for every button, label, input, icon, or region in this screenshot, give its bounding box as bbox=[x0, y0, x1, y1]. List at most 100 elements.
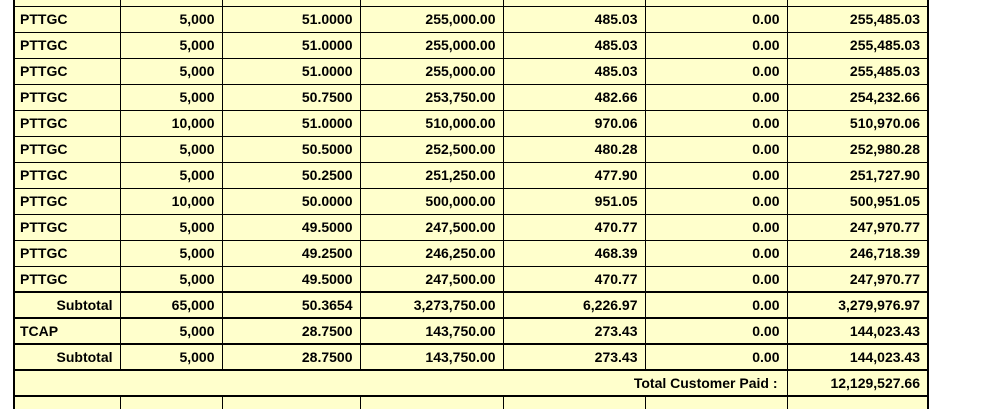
cell-quantity: 5,000 bbox=[119, 343, 223, 371]
cell-symbol: PTTGC bbox=[13, 161, 121, 189]
cell-tax: 0.00 bbox=[644, 83, 788, 111]
cell-tax: 0.00 bbox=[644, 317, 788, 345]
cell-symbol: PTTGC bbox=[13, 109, 121, 137]
cell-tax: 0.00 bbox=[644, 291, 788, 319]
cell-quantity: 10,000 bbox=[119, 109, 223, 137]
cell-tax: 0.00 bbox=[644, 265, 788, 293]
cell-price: 50.2500 bbox=[221, 161, 361, 189]
cell-price: 28.7500 bbox=[221, 343, 361, 371]
cell-gross-amount: 253,750.00 bbox=[359, 83, 504, 111]
cell-price: 50.0000 bbox=[221, 187, 361, 215]
cell-gross-amount: 246,250.00 bbox=[359, 239, 504, 267]
cell-fee: 480.28 bbox=[502, 135, 646, 163]
table-row: PTTGC 10,000 51.0000 510,000.00 970.06 0… bbox=[13, 109, 929, 137]
table-row: PTTGC 5,000 49.5000 247,500.00 470.77 0.… bbox=[13, 213, 929, 241]
cell-net-amount: 144,023.43 bbox=[786, 317, 929, 345]
cell-quantity: 5,000 bbox=[119, 31, 223, 59]
cell-net-amount: 252,980.28 bbox=[786, 135, 929, 163]
cell-tax: 0.00 bbox=[644, 109, 788, 137]
cell-fee: 482.66 bbox=[502, 83, 646, 111]
total-customer-paid-value: 12,129,527.66 bbox=[786, 369, 929, 397]
cell-gross-amount: 247,500.00 bbox=[359, 213, 504, 241]
cell-tax: 0.00 bbox=[644, 161, 788, 189]
table-row: PTTGC 5,000 49.2500 246,250.00 468.39 0.… bbox=[13, 239, 929, 267]
table-row: PTTGC 5,000 50.7500 253,750.00 482.66 0.… bbox=[13, 83, 929, 111]
cell-price: 51.0000 bbox=[221, 31, 361, 59]
cell-quantity: 5,000 bbox=[119, 57, 223, 85]
table-row: PTTGC 10,000 50.0000 500,000.00 951.05 0… bbox=[13, 187, 929, 215]
cell-gross-amount: 143,750.00 bbox=[359, 343, 504, 371]
cell-gross-amount: 252,500.00 bbox=[359, 135, 504, 163]
cell-fee: 273.43 bbox=[502, 317, 646, 345]
trade-table-footer: Total Customer Paid : 12,129,527.66 bbox=[13, 369, 929, 409]
cell-fee: 485.03 bbox=[502, 31, 646, 59]
cell-quantity: 5,000 bbox=[119, 161, 223, 189]
cell-symbol: PTTGC bbox=[13, 265, 121, 293]
cell-tax: 0.00 bbox=[644, 343, 788, 371]
cell-price: 49.2500 bbox=[221, 239, 361, 267]
cell-quantity: 65,000 bbox=[119, 291, 223, 319]
cell-quantity: 10,000 bbox=[119, 187, 223, 215]
table-row: PTTGC 5,000 50.2500 251,250.00 477.90 0.… bbox=[13, 161, 929, 189]
cell-price: 51.0000 bbox=[221, 5, 361, 33]
cell-fee: 470.77 bbox=[502, 265, 646, 293]
cell-symbol: PTTGC bbox=[13, 187, 121, 215]
table-row: TCAP 5,000 28.7500 143,750.00 273.43 0.0… bbox=[13, 317, 929, 345]
cell-fee: 468.39 bbox=[502, 239, 646, 267]
cell-symbol: PTTGC bbox=[13, 31, 121, 59]
cell-gross-amount: 500,000.00 bbox=[359, 187, 504, 215]
cell-quantity: 5,000 bbox=[119, 317, 223, 345]
cell-symbol: PTTGC bbox=[13, 135, 121, 163]
cell-quantity: 5,000 bbox=[119, 83, 223, 111]
subtotal-row: Subtotal 65,000 50.3654 3,273,750.00 6,2… bbox=[13, 291, 929, 319]
cell-net-amount: 3,279,976.97 bbox=[786, 291, 929, 319]
table-row: PTTGC 5,000 51.0000 255,000.00 485.03 0.… bbox=[13, 5, 929, 33]
cell-fee: 477.90 bbox=[502, 161, 646, 189]
cell-quantity: 5,000 bbox=[119, 265, 223, 293]
cell-net-amount: 510,970.06 bbox=[786, 109, 929, 137]
cell-tax: 0.00 bbox=[644, 135, 788, 163]
cell-gross-amount: 510,000.00 bbox=[359, 109, 504, 137]
cell-gross-amount: 255,000.00 bbox=[359, 31, 504, 59]
table-row: PTTGC 5,000 50.5000 252,500.00 480.28 0.… bbox=[13, 135, 929, 163]
cell-tax: 0.00 bbox=[644, 239, 788, 267]
cell-quantity: 5,000 bbox=[119, 213, 223, 241]
cell-gross-amount: 143,750.00 bbox=[359, 317, 504, 345]
cell-tax: 0.00 bbox=[644, 31, 788, 59]
cell-net-amount: 247,970.77 bbox=[786, 265, 929, 293]
cell-symbol: PTTGC bbox=[13, 239, 121, 267]
cell-fee: 6,226.97 bbox=[502, 291, 646, 319]
cell-fee: 273.43 bbox=[502, 343, 646, 371]
cell-quantity: 5,000 bbox=[119, 239, 223, 267]
cell-net-amount: 251,727.90 bbox=[786, 161, 929, 189]
cell-net-amount: 247,970.77 bbox=[786, 213, 929, 241]
cell-gross-amount: 255,000.00 bbox=[359, 57, 504, 85]
trade-confirmation-table: PTTGC 5,000 51.0000 255,000.00 485.03 0.… bbox=[13, 0, 929, 409]
total-customer-paid-label: Total Customer Paid : bbox=[13, 369, 788, 397]
table-row: PTTGC 5,000 51.0000 255,000.00 485.03 0.… bbox=[13, 57, 929, 85]
cell-symbol: PTTGC bbox=[13, 5, 121, 33]
clipped-row-bottom bbox=[13, 395, 929, 409]
cell-gross-amount: 255,000.00 bbox=[359, 5, 504, 33]
cell-net-amount: 255,485.03 bbox=[786, 31, 929, 59]
cell-fee: 951.05 bbox=[502, 187, 646, 215]
cell-gross-amount: 3,273,750.00 bbox=[359, 291, 504, 319]
cell-quantity: 5,000 bbox=[119, 5, 223, 33]
cell-net-amount: 255,485.03 bbox=[786, 5, 929, 33]
cell-tax: 0.00 bbox=[644, 57, 788, 85]
cell-price: 49.5000 bbox=[221, 265, 361, 293]
cell-tax: 0.00 bbox=[644, 187, 788, 215]
cell-fee: 485.03 bbox=[502, 5, 646, 33]
clipped-row-top bbox=[13, 0, 929, 7]
cell-net-amount: 254,232.66 bbox=[786, 83, 929, 111]
cell-symbol: Subtotal bbox=[13, 291, 121, 319]
subtotal-row: Subtotal 5,000 28.7500 143,750.00 273.43… bbox=[13, 343, 929, 371]
total-row: Total Customer Paid : 12,129,527.66 bbox=[13, 369, 929, 397]
cell-fee: 970.06 bbox=[502, 109, 646, 137]
table-row: PTTGC 5,000 51.0000 255,000.00 485.03 0.… bbox=[13, 31, 929, 59]
cell-price: 28.7500 bbox=[221, 317, 361, 345]
cell-tax: 0.00 bbox=[644, 5, 788, 33]
cell-price: 51.0000 bbox=[221, 57, 361, 85]
trade-table-body: PTTGC 5,000 51.0000 255,000.00 485.03 0.… bbox=[13, 0, 929, 371]
